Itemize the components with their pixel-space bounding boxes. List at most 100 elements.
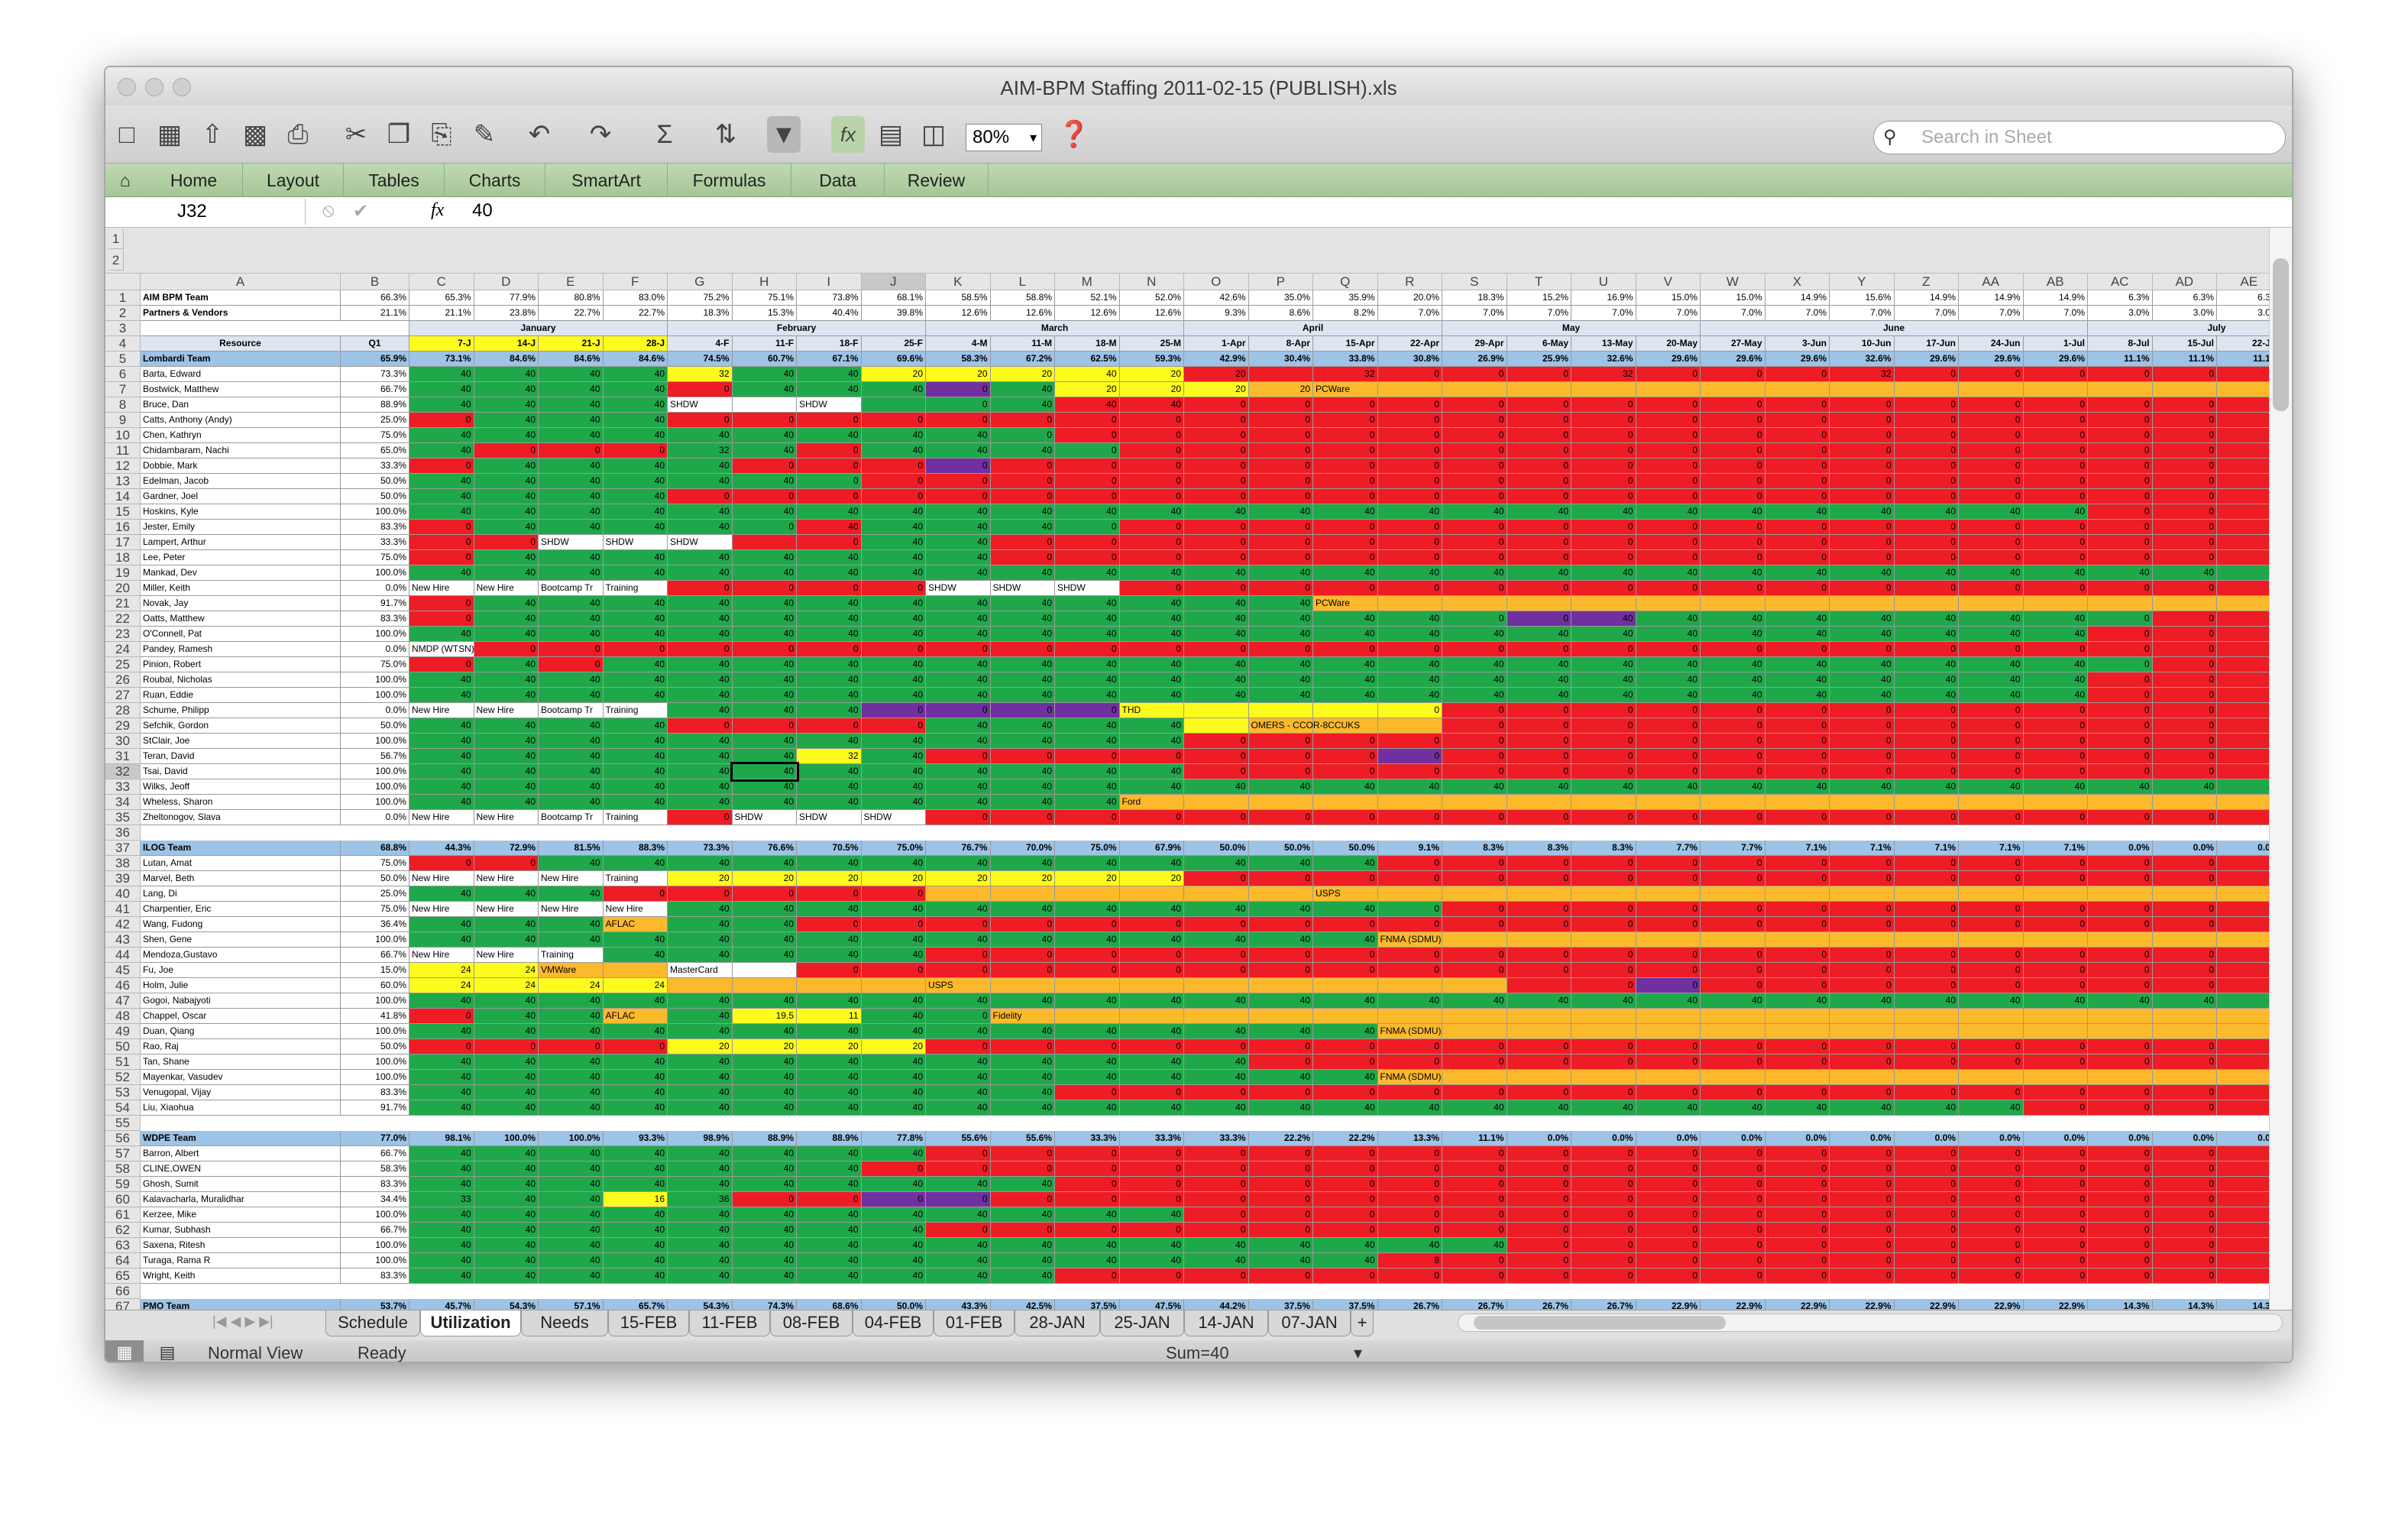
allocation-cell[interactable]: 88.3% (603, 841, 668, 856)
allocation-cell[interactable] (1442, 1024, 1507, 1039)
allocation-cell[interactable]: 0 (1959, 535, 2024, 550)
allocation-cell[interactable]: 0 (1959, 810, 2024, 825)
summary-cell[interactable]: 15.3% (732, 306, 797, 321)
allocation-cell[interactable]: 67.9% (1119, 841, 1184, 856)
summary-cell[interactable]: 7.0% (1636, 306, 1701, 321)
toolbox-icon[interactable]: ◫ (921, 120, 947, 149)
allocation-cell[interactable]: 0 (797, 1192, 862, 1207)
sheet-nav-icon[interactable]: |◀ ◀ ▶ ▶| (212, 1314, 273, 1329)
allocation-cell[interactable]: 40 (797, 428, 862, 443)
allocation-cell[interactable]: 0 (2023, 1177, 2088, 1192)
allocation-cell[interactable]: 0 (1701, 1223, 1766, 1238)
allocation-cell[interactable] (1571, 596, 1636, 611)
allocation-cell[interactable]: 40 (990, 627, 1055, 642)
allocation-cell[interactable]: 0 (668, 642, 733, 657)
allocation-cell[interactable]: 40 (1442, 688, 1507, 703)
allocation-cell[interactable]: 0 (1765, 535, 1830, 550)
allocation-cell[interactable]: 0 (1765, 856, 1830, 871)
allocation-cell[interactable]: 0 (990, 642, 1055, 657)
allocation-cell[interactable]: 40 (1184, 1253, 1249, 1268)
row-header[interactable]: 9 (105, 413, 141, 428)
allocation-cell[interactable]: 0 (1507, 443, 1571, 458)
resource-name[interactable]: Pandey, Ramesh (141, 642, 341, 657)
allocation-cell[interactable]: 0 (2088, 1100, 2153, 1116)
row-header[interactable]: 43 (105, 932, 141, 948)
allocation-cell[interactable]: 0 (2023, 963, 2088, 978)
allocation-cell[interactable] (1894, 932, 1959, 948)
column-header-b[interactable]: B (341, 274, 409, 290)
q1-value[interactable]: 75.0% (341, 550, 409, 565)
allocation-cell[interactable]: 40 (603, 734, 668, 749)
allocation-cell[interactable]: 0 (1248, 1268, 1313, 1284)
allocation-cell[interactable]: 0 (1184, 871, 1249, 886)
allocation-cell[interactable]: 40 (990, 657, 1055, 672)
allocation-cell[interactable]: 0 (1442, 1085, 1507, 1100)
allocation-cell[interactable]: 40 (1636, 504, 1701, 520)
allocation-cell[interactable] (1636, 1070, 1701, 1085)
allocation-cell[interactable]: 40 (990, 764, 1055, 779)
allocation-cell[interactable]: 0 (2088, 428, 2153, 443)
allocation-cell[interactable]: 0 (1959, 1039, 2024, 1055)
allocation-cell[interactable]: 0 (668, 718, 733, 734)
allocation-cell[interactable]: 40 (926, 443, 991, 458)
week-header[interactable]: 18-M (1055, 336, 1120, 352)
allocation-cell[interactable]: 40 (2023, 993, 2088, 1009)
row-header[interactable]: 54 (105, 1100, 141, 1116)
allocation-cell[interactable]: 0 (1765, 764, 1830, 779)
q1-value[interactable]: 88.9% (341, 397, 409, 413)
allocation-cell[interactable]: 0 (861, 413, 926, 428)
allocation-cell[interactable]: 40 (1119, 764, 1184, 779)
allocation-cell[interactable]: 40 (732, 1100, 797, 1116)
q1-value[interactable]: 91.7% (341, 1100, 409, 1116)
allocation-cell[interactable]: 0 (2023, 1268, 2088, 1284)
summary-cell[interactable]: 40.4% (797, 306, 862, 321)
allocation-cell[interactable]: 40 (1313, 856, 1378, 871)
allocation-cell[interactable]: 0 (2088, 581, 2153, 596)
allocation-cell[interactable]: 0 (409, 535, 474, 550)
allocation-cell[interactable]: New Hire (409, 703, 474, 718)
allocation-cell[interactable]: 0 (1248, 917, 1313, 932)
allocation-cell[interactable]: 40 (474, 611, 539, 627)
allocation-cell[interactable] (1184, 795, 1249, 810)
q1-value[interactable]: 25.0% (341, 413, 409, 428)
allocation-cell[interactable]: 40 (1119, 856, 1184, 871)
allocation-cell[interactable]: 0 (1571, 917, 1636, 932)
allocation-cell[interactable]: 40 (539, 550, 604, 565)
allocation-cell[interactable]: 0 (603, 642, 668, 657)
allocation-cell[interactable]: 40 (603, 1161, 668, 1177)
allocation-cell[interactable] (1636, 795, 1701, 810)
allocation-cell[interactable]: 40 (926, 1177, 991, 1192)
allocation-cell[interactable]: 40 (1184, 856, 1249, 871)
allocation-cell[interactable]: 40 (1184, 1055, 1249, 1070)
allocation-cell[interactable]: 0 (2152, 978, 2217, 993)
templates-icon[interactable]: ▦ (157, 120, 183, 149)
allocation-cell[interactable] (1765, 886, 1830, 902)
allocation-cell[interactable]: 40 (1571, 1100, 1636, 1116)
week-header[interactable]: 8-Apr (1248, 336, 1313, 352)
allocation-cell[interactable]: 0 (1959, 1192, 2024, 1207)
allocation-cell[interactable]: 0 (926, 1039, 991, 1055)
allocation-cell[interactable]: 20 (861, 1039, 926, 1055)
allocation-cell[interactable]: SHDW (1055, 581, 1120, 596)
allocation-cell[interactable]: 40 (861, 1009, 926, 1024)
allocation-cell[interactable]: 0 (1442, 1223, 1507, 1238)
allocation-cell[interactable]: 40 (668, 1055, 733, 1070)
allocation-cell[interactable]: 0 (1830, 871, 1895, 886)
allocation-cell[interactable]: 40 (1894, 993, 1959, 1009)
allocation-cell[interactable]: 0 (1830, 535, 1895, 550)
allocation-cell[interactable]: 0 (1119, 749, 1184, 764)
allocation-cell[interactable]: 0 (409, 550, 474, 565)
allocation-cell[interactable]: 0 (797, 489, 862, 504)
q1-value[interactable]: 73.3% (341, 367, 409, 382)
allocation-cell[interactable]: 0 (1313, 734, 1378, 749)
allocation-cell[interactable]: 40 (990, 672, 1055, 688)
allocation-cell[interactable]: 40 (730, 762, 799, 782)
allocation-cell[interactable]: 40 (409, 672, 474, 688)
allocation-cell[interactable]: 40 (732, 428, 797, 443)
allocation-cell[interactable]: 0 (1959, 489, 2024, 504)
allocation-cell[interactable]: New Hire (539, 902, 604, 917)
allocation-cell[interactable]: 0 (1571, 978, 1636, 993)
allocation-cell[interactable]: 40 (668, 703, 733, 718)
sheet-tab-07-jan[interactable]: 07-JAN (1268, 1311, 1351, 1336)
allocation-cell[interactable]: 40 (1055, 764, 1120, 779)
